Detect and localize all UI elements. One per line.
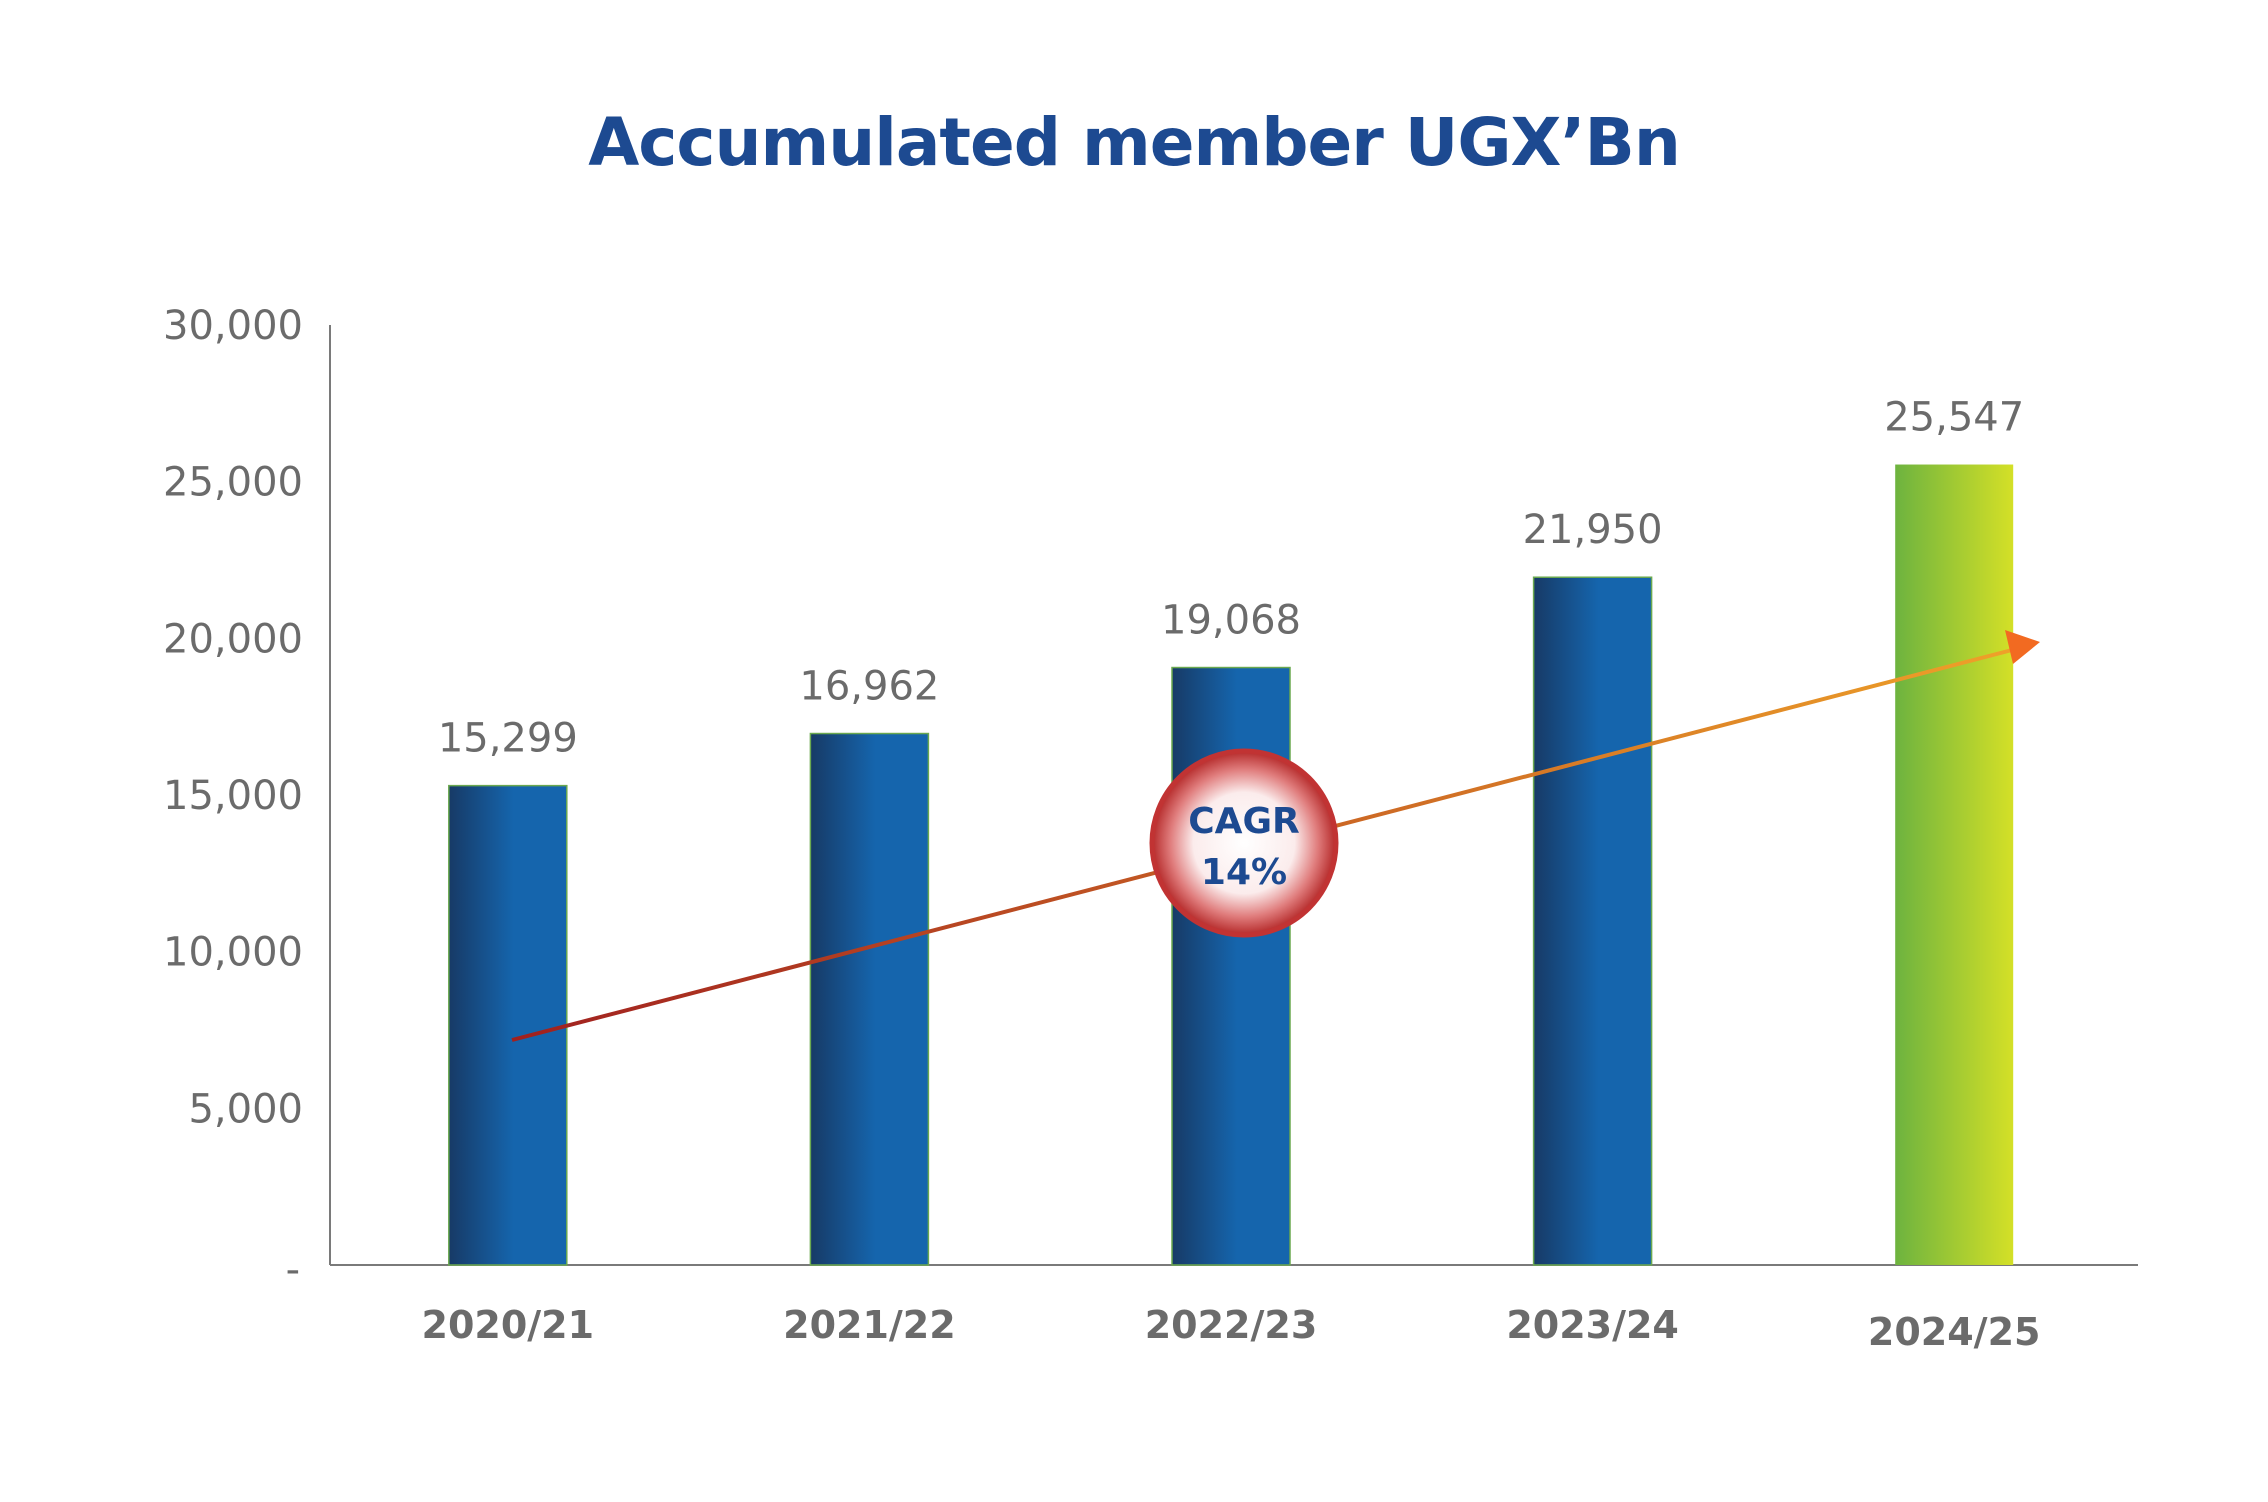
bar-2020-21 (448, 784, 568, 1266)
data-label: 19,068 (1161, 598, 1301, 644)
category-labels: 2020/21 2021/22 2022/23 2023/24 2024/25 (422, 1303, 2041, 1354)
y-axis: - 5,000 10,000 15,000 20,000 25,000 30,000 (163, 303, 331, 1293)
cagr-label: CAGR (1188, 801, 1300, 842)
cagr-badge: CAGR 14% (1149, 748, 1339, 938)
category-label: 2023/24 (1506, 1303, 1679, 1347)
y-tick-label: 15,000 (163, 773, 303, 819)
y-tick-label: 25,000 (163, 460, 303, 506)
data-label: 16,962 (799, 664, 939, 710)
data-label: 25,547 (1884, 395, 2024, 441)
category-label: 2020/21 (422, 1303, 595, 1347)
y-tick-label: 30,000 (163, 303, 303, 349)
cagr-badge-circle (1149, 748, 1339, 938)
data-labels: 15,299 16,962 19,068 21,950 25,547 (438, 395, 2024, 762)
y-tick-label: 5,000 (188, 1086, 303, 1132)
bar-2024-25 (1895, 464, 2014, 1265)
bar-2023-24 (1532, 576, 1653, 1266)
data-label: 15,299 (438, 716, 578, 762)
data-label: 21,950 (1523, 507, 1663, 553)
category-label: 2021/22 (783, 1303, 956, 1347)
y-tick-label: 10,000 (163, 930, 303, 976)
y-tick-label: 20,000 (163, 616, 303, 662)
trend-arrowhead (2005, 630, 2040, 664)
bar-2021-22 (809, 732, 930, 1266)
category-label: 2024/25 (1868, 1310, 2041, 1354)
category-label: 2022/23 (1145, 1303, 1318, 1347)
y-tick-label: - (286, 1247, 300, 1293)
cagr-value: 14% (1201, 852, 1287, 893)
chart-title: Accumulated member UGX’Bn (588, 104, 1681, 181)
